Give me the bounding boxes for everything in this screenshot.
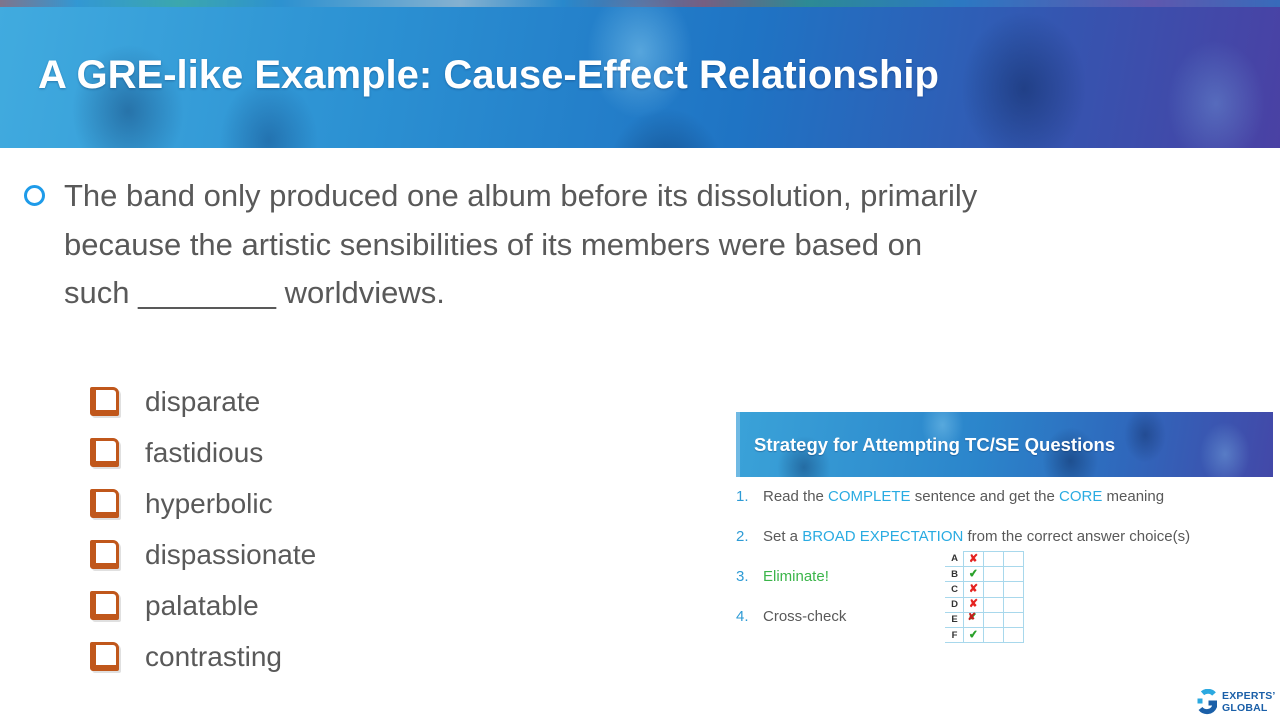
grid-letter-cell: E [945, 612, 964, 629]
grid-empty-cell [1003, 566, 1024, 583]
strategy-step: 2. Set a BROAD EXPECTATION from the corre… [736, 528, 1273, 548]
question-block: The band only produced one album before … [22, 172, 977, 318]
checkbox-icon [90, 438, 119, 467]
grid-mark-cell: ✔ [963, 627, 984, 644]
x-over-check-icon: ✔ ✘ [967, 611, 977, 623]
option-item: fastidious [90, 427, 316, 478]
experts-global-logo: EXPERTS’ GLOBAL [1196, 689, 1276, 715]
grid-mark-cell: ✘ [963, 596, 984, 613]
x-mark-icon: ✘ [968, 582, 979, 595]
grid-letter-cell: F [945, 627, 964, 644]
grid-empty-cell [1003, 550, 1024, 568]
grid-empty-cell [983, 550, 1004, 568]
question-line: such ________ worldviews. [64, 275, 445, 310]
step-text: Cross-check [763, 608, 847, 625]
grid-letter-cell: C [945, 581, 964, 598]
logo-g-icon [1197, 689, 1217, 715]
slide-header: A GRE-like Example: Cause-Effect Relatio… [0, 0, 1280, 148]
option-label: fastidious [145, 436, 264, 468]
logo-line-experts: EXPERTS’ [1222, 690, 1276, 702]
grid-mark-cell: ✘ [963, 550, 984, 568]
grid-empty-cell [983, 627, 1004, 644]
grid-row: B ✔ [945, 566, 1024, 583]
answer-options-list: disparate fastidious hyperbolic dispassiona… [90, 376, 316, 682]
checkbox-icon [90, 591, 119, 620]
grid-letter-cell: B [945, 566, 964, 583]
x-mark-icon: ✘ [968, 552, 979, 565]
checkbox-icon [90, 387, 119, 416]
checkbox-icon [90, 489, 119, 518]
step-text: Eliminate! [763, 568, 829, 585]
strategy-title: Strategy for Attempting TC/SE Questions [754, 433, 1116, 455]
question-line: because the artistic sensibilities of it… [64, 226, 923, 262]
page-title: A GRE-like Example: Cause-Effect Relatio… [38, 53, 939, 97]
question-text: The band only produced one album before … [64, 172, 977, 318]
strategy-step: 1. Read the COMPLETE sentence and get the… [736, 488, 1273, 508]
grid-row: F ✔ [945, 627, 1024, 644]
option-item: dispassionate [90, 529, 316, 580]
checkbox-icon [90, 540, 119, 569]
question-line: The band only produced one album before … [64, 178, 978, 213]
header-photo-strip [0, 0, 1280, 7]
grid-mark-cell: ✔ [963, 566, 984, 583]
checkbox-icon [90, 642, 119, 671]
option-item: palatable [90, 580, 316, 631]
elimination-grid: A ✘ B ✔ C ✘ D ✘ E ✔ ✘ F ✔ [945, 550, 1024, 644]
grid-empty-cell [983, 581, 1004, 598]
grid-letter-cell: D [945, 597, 964, 613]
strategy-step: 4. Cross-check [736, 608, 1273, 628]
strategy-step: 3. Eliminate! [736, 568, 1273, 588]
grid-empty-cell [1003, 581, 1024, 598]
strategy-header: Strategy for Attempting TC/SE Questions [736, 412, 1273, 477]
strategy-panel: Strategy for Attempting TC/SE Questions … [736, 412, 1273, 648]
strategy-steps-list: 1. Read the COMPLETE sentence and get the… [736, 488, 1273, 628]
grid-empty-cell [983, 566, 1004, 583]
grid-empty-cell [1003, 611, 1024, 629]
circle-bullet-icon [24, 185, 45, 206]
grid-row: E ✔ ✘ [945, 611, 1024, 629]
logo-text: EXPERTS’ GLOBAL [1222, 690, 1276, 714]
check-mark-icon: ✔ [968, 628, 979, 642]
option-item: disparate [90, 376, 316, 427]
option-item: hyperbolic [90, 478, 316, 529]
grid-empty-cell [1003, 627, 1024, 644]
grid-empty-cell [983, 611, 1004, 629]
grid-empty-cell [1003, 596, 1024, 613]
grid-letter-cell: A [945, 551, 964, 568]
step-text: Read the COMPLETE sentence and get the C… [763, 488, 1165, 505]
step-number: 3. [736, 568, 749, 585]
option-label: hyperbolic [145, 487, 273, 519]
grid-row: A ✘ [945, 550, 1024, 568]
option-label: palatable [145, 589, 259, 621]
grid-row: C ✘ [945, 581, 1024, 598]
option-item: contrasting [90, 631, 316, 682]
option-label: dispassionate [145, 538, 317, 570]
grid-mark-cell: ✘ [963, 581, 984, 598]
logo-line-global: GLOBAL [1222, 702, 1268, 714]
step-number: 4. [736, 608, 749, 625]
step-text: Set a BROAD EXPECTATION from the correct… [763, 528, 1191, 545]
step-number: 1. [736, 488, 749, 505]
step-number: 2. [736, 528, 749, 545]
grid-mark-cell: ✔ ✘ [963, 611, 984, 629]
option-label: disparate [145, 385, 261, 417]
check-mark-icon: ✔ [968, 567, 979, 581]
option-label: contrasting [145, 640, 282, 672]
x-mark-icon: ✘ [968, 598, 979, 611]
grid-row: D ✘ [945, 596, 1024, 613]
grid-empty-cell [983, 596, 1004, 613]
elimination-grid-body: A ✘ B ✔ C ✘ D ✘ E ✔ ✘ F ✔ [945, 550, 1024, 644]
